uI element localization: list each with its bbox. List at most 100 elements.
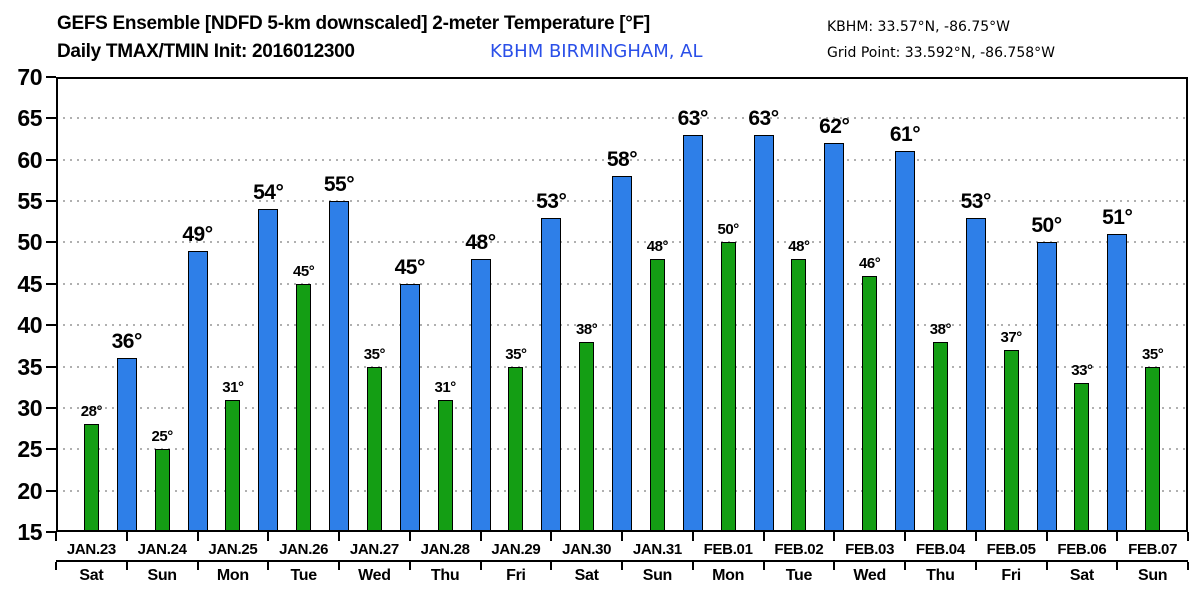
- tmin-bar: [154, 449, 170, 532]
- date-boundary-tick: [125, 532, 128, 541]
- y-tick-label: 70: [17, 64, 42, 90]
- tmax-bar: [1036, 242, 1057, 532]
- tmin-value-label: 35°: [505, 345, 527, 363]
- y-axis-tick: [46, 241, 56, 244]
- date-label: JAN.31: [632, 541, 682, 558]
- tmax-value-label: 49°: [182, 222, 213, 246]
- date-label: FEB.02: [774, 541, 824, 558]
- tmin-value-label: 35°: [1142, 345, 1164, 363]
- weekday-boundary-tick: [55, 562, 57, 570]
- tmin-value-label: 37°: [1000, 329, 1023, 346]
- tmin-bar: [366, 366, 382, 532]
- weekday-boundary-tick: [904, 562, 906, 570]
- date-boundary-tick: [479, 532, 482, 541]
- tmax-bar: [258, 209, 279, 532]
- date-boundary-tick: [904, 532, 906, 541]
- tmax-bar: [682, 134, 703, 532]
- tmin-bar: [862, 275, 878, 532]
- tmax-bar: [329, 201, 349, 532]
- y-tick-label: 20: [17, 477, 42, 504]
- tmin-bar: [1074, 383, 1090, 532]
- date-label: JAN.26: [279, 541, 329, 558]
- weekday-label: Thu: [926, 567, 955, 584]
- chart-title: GEFS Ensemble [NDFD 5-km downscaled] 2-m…: [57, 13, 650, 34]
- weekday-label: Sun: [1137, 567, 1168, 584]
- date-boundary-tick: [1187, 532, 1189, 541]
- y-tick-label: 60: [17, 146, 42, 173]
- date-boundary-tick: [338, 532, 340, 541]
- tmin-value-label: 25°: [151, 428, 174, 446]
- date-label: FEB.04: [915, 541, 965, 558]
- y-axis-tick: [46, 76, 56, 78]
- station-coordinates: KBHM: 33.57°N, -86.75°W: [827, 19, 1010, 35]
- weekday-label: Sun: [642, 567, 673, 584]
- weekday-label: Fri: [1001, 567, 1021, 584]
- date-boundary-tick: [550, 532, 553, 541]
- date-label: JAN.29: [491, 541, 541, 558]
- tmax-value-label: 53°: [960, 189, 992, 213]
- tmin-value-label: 50°: [717, 221, 740, 239]
- date-label: FEB.03: [845, 541, 895, 558]
- weekday-label: Wed: [358, 567, 391, 584]
- date-label: FEB.07: [1128, 541, 1178, 558]
- tmin-bar: [225, 399, 241, 532]
- tmin-value-label: 33°: [1071, 362, 1093, 380]
- weekday-boundary-tick: [267, 562, 270, 570]
- tmax-value-label: 36°: [111, 330, 143, 354]
- date-boundary-tick: [1045, 532, 1048, 541]
- date-label: FEB.06: [1057, 541, 1107, 558]
- weekday-axis-line: [56, 560, 1188, 562]
- tmax-bar: [1107, 234, 1128, 532]
- grid-point-coordinates: Grid Point: 33.592°N, -86.758°W: [827, 45, 1055, 61]
- tmax-value-label: 63°: [748, 106, 779, 130]
- weekday-boundary-tick: [833, 562, 836, 570]
- weekday-boundary-tick: [974, 562, 977, 570]
- tmax-bar: [965, 217, 986, 532]
- date-label: FEB.01: [703, 541, 753, 558]
- date-label: JAN.25: [208, 541, 258, 558]
- tmax-value-label: 53°: [536, 189, 567, 213]
- y-tick-label: 50: [17, 229, 42, 256]
- tmin-value-label: 45°: [293, 262, 315, 280]
- tmax-value-label: 58°: [606, 148, 638, 172]
- tmax-value-label: 55°: [323, 173, 355, 197]
- weekday-boundary-tick: [408, 562, 411, 570]
- tmin-value-label: 38°: [929, 320, 952, 338]
- tmin-bar: [437, 399, 453, 532]
- tmax-value-label: 62°: [819, 115, 850, 139]
- weekday-label: Sun: [147, 567, 177, 584]
- y-tick-label: 45: [17, 270, 42, 297]
- date-label: JAN.30: [562, 541, 612, 558]
- y-tick-label: 35: [17, 353, 42, 380]
- y-tick-label: 65: [17, 105, 42, 132]
- weekday-label: Tue: [785, 567, 813, 584]
- date-label: JAN.23: [66, 541, 116, 558]
- weekday-boundary-tick: [1116, 562, 1119, 570]
- tmax-bar: [753, 134, 774, 532]
- y-axis-tick: [46, 489, 56, 492]
- tmin-value-label: 48°: [646, 238, 669, 255]
- y-tick-label: 55: [17, 188, 42, 215]
- weekday-label: Sat: [574, 567, 599, 584]
- y-axis-tick: [46, 282, 56, 285]
- weekday-boundary-tick: [125, 562, 128, 570]
- weekday-boundary-tick: [196, 562, 199, 570]
- y-axis-tick: [46, 117, 56, 120]
- tmax-bar: [399, 283, 420, 532]
- tmin-bar: [1003, 350, 1019, 532]
- tmin-value-label: 31°: [222, 378, 244, 396]
- weekday-boundary-tick: [691, 562, 694, 570]
- tmax-value-label: 48°: [465, 231, 496, 254]
- tmin-bar: [932, 341, 948, 532]
- tmax-value-label: 51°: [1102, 206, 1133, 230]
- tmax-bar: [895, 151, 915, 532]
- tmin-bar: [508, 366, 524, 532]
- date-boundary-tick: [621, 532, 623, 541]
- weekday-label: Thu: [430, 567, 460, 584]
- weekday-boundary-tick: [479, 562, 482, 570]
- tmin-value-label: 31°: [434, 378, 457, 396]
- date-boundary-tick: [408, 532, 411, 541]
- tmin-bar: [296, 283, 312, 532]
- date-boundary-tick: [691, 532, 694, 541]
- tmin-value-label: 35°: [363, 345, 386, 363]
